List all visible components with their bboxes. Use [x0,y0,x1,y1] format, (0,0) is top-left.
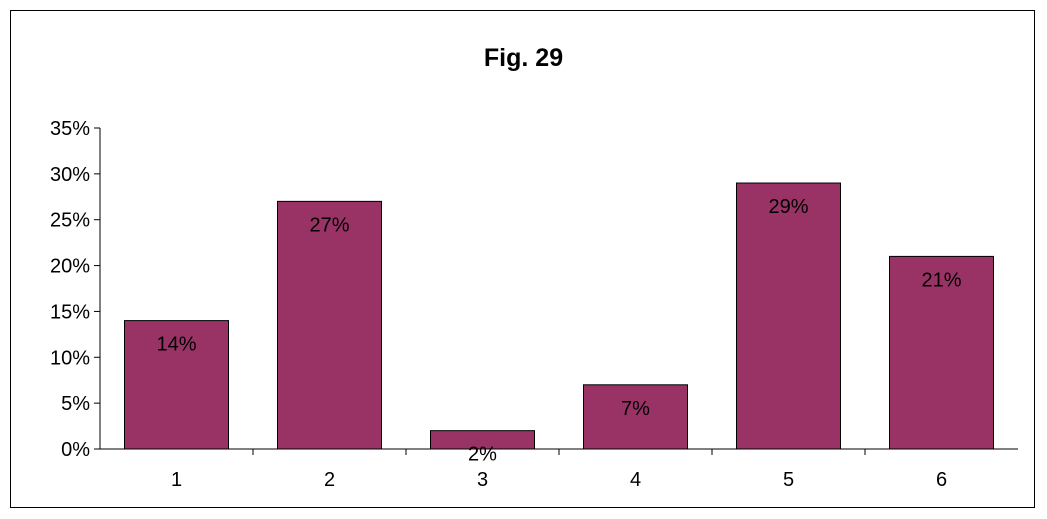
x-tick-label: 5 [783,469,794,491]
bar [430,430,535,450]
y-tick-label: 0% [61,439,90,461]
bar [583,384,688,450]
x-tick-label: 4 [630,469,641,491]
y-tick-label: 35% [50,118,90,140]
y-tick-label: 20% [50,256,90,278]
y-tick-label: 25% [50,210,90,232]
x-tick-label: 3 [477,469,488,491]
data-label: 14% [156,334,196,356]
data-label: 21% [921,269,961,291]
bar [277,200,382,450]
x-tick-label: 1 [171,469,182,491]
y-tick-label: 10% [50,347,90,369]
data-label: 2% [468,444,497,466]
chart-title: Fig. 29 [483,44,564,72]
bar [736,182,841,450]
y-tick-label: 15% [50,301,90,323]
x-tick-label: 2 [324,469,335,491]
x-tick-label: 6 [936,469,947,491]
data-label: 7% [621,398,650,420]
y-tick-label: 30% [50,164,90,186]
data-label: 29% [768,196,808,218]
bar [889,255,994,450]
data-label: 27% [309,214,349,236]
y-tick-label: 5% [61,393,90,415]
bar [124,320,229,450]
